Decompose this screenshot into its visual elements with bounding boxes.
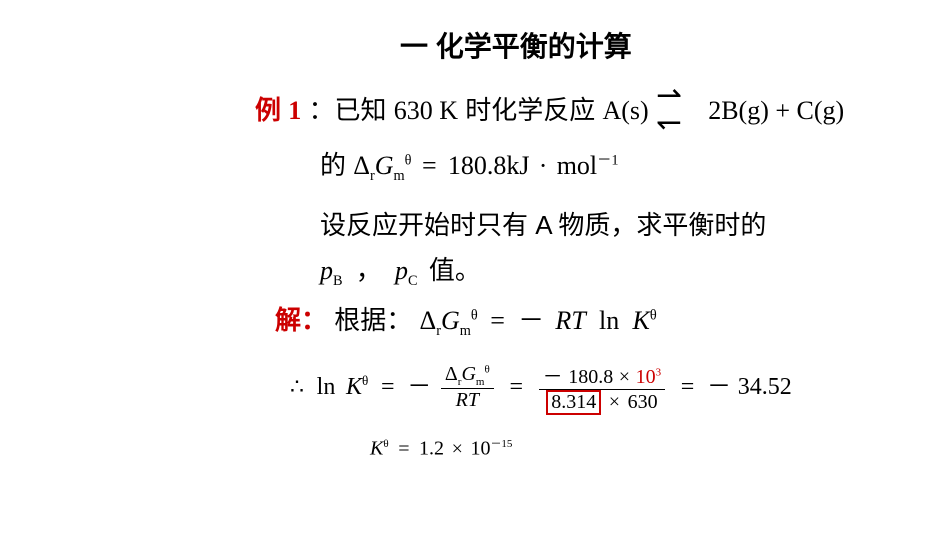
l3-Ktheta: θ xyxy=(383,438,388,450)
eq1-neg: － xyxy=(518,306,544,335)
l3-eq: = xyxy=(398,438,409,460)
eq1-theta: θ xyxy=(471,307,478,323)
dg-dot: · xyxy=(539,151,548,180)
pC-var: p xyxy=(395,256,408,285)
dg-delta: Δ xyxy=(353,151,370,180)
ex-comma: ， xyxy=(356,255,382,285)
f1n-delta: Δ xyxy=(445,363,458,385)
f2n-neg: － xyxy=(543,366,563,388)
solution-line-2: ∴ ln Kθ = － ΔrGmθ RT = － 180.8 × 103 xyxy=(290,360,792,415)
eq1-G: G xyxy=(441,306,460,335)
therefore-icon: ∴ xyxy=(290,374,304,399)
ex-l1-mid: 时化学反应 xyxy=(465,95,595,125)
dg-G: G xyxy=(375,151,394,180)
l3-K: K xyxy=(370,438,383,460)
example-label: 例 1 xyxy=(255,95,308,125)
slide-canvas: 一 化学平衡的计算 例 1 ：已知 630 K 时化学反应 A(s) 2B(g)… xyxy=(0,0,950,535)
equilibrium-arrow-icon xyxy=(656,99,701,125)
eq-lhs: A(s) xyxy=(603,96,649,125)
f2n-exp: 3 xyxy=(656,366,662,378)
f2n-a: 180.8 xyxy=(568,366,613,388)
sol-l1-lead: 根据： xyxy=(334,305,412,335)
example-line-3: 设反应开始时只有 A 物质，求平衡时的 xyxy=(320,205,766,242)
l2-eq1: = xyxy=(381,374,395,400)
f2n-times: × xyxy=(619,366,630,388)
eq1-delta: Δ xyxy=(420,306,437,335)
dg-val: 180.8kJ xyxy=(448,151,530,180)
l2-neg1: － xyxy=(407,374,431,400)
boxed-constant: 8.314 xyxy=(546,390,601,415)
ex-label-prefix: 例 xyxy=(255,95,281,125)
l2-result: 34.52 xyxy=(738,374,792,400)
dg-symbol: ΔrGmθ xyxy=(353,151,418,180)
pB-var: p xyxy=(320,256,333,285)
f1n-theta: θ xyxy=(484,363,489,375)
l3-exp: －15 xyxy=(490,438,512,450)
ex-temp-val: 630 K xyxy=(394,96,458,125)
l3-times: × xyxy=(452,438,463,460)
ex-l3-text: 设反应开始时只有 A 物质，求平衡时的 xyxy=(320,210,766,240)
l2-K: K xyxy=(346,374,362,400)
dg-exp: －1 xyxy=(597,152,618,168)
pC-sub: C xyxy=(408,273,418,289)
l2-eq2: = xyxy=(509,374,523,400)
ex-number: 1 xyxy=(288,96,301,125)
f1n-G: G xyxy=(461,363,475,385)
example-line-1: 例 1 ：已知 630 K 时化学反应 A(s) 2B(g) + C(g) xyxy=(255,90,844,127)
solution-line-1: 解： 根据： ΔrGmθ = － RT ln Kθ xyxy=(275,300,657,340)
page-title: 一 化学平衡的计算 xyxy=(400,25,632,65)
eq1-m: m xyxy=(460,323,471,339)
ex-l4-tail: 值。 xyxy=(429,255,481,285)
dg-theta: θ xyxy=(405,152,412,168)
f2d-times: × xyxy=(609,391,620,413)
l3-b: 10 xyxy=(470,438,490,460)
solution-line-3: Kθ = 1.2 × 10－15 xyxy=(370,435,512,461)
eq1-ln: ln xyxy=(599,306,619,335)
eq1-R: R xyxy=(555,306,571,335)
eq1-T: T xyxy=(571,306,585,335)
dg-eq: = xyxy=(422,151,437,180)
dg-mol: mol xyxy=(557,151,597,180)
l2-eq3: = xyxy=(681,374,695,400)
title-text: 一 化学平衡的计算 xyxy=(400,31,632,62)
fraction-1: ΔrGmθ RT xyxy=(441,363,494,412)
f2d-b: 630 xyxy=(628,391,658,413)
f1n-m: m xyxy=(476,376,485,388)
f1d-T: T xyxy=(468,389,479,411)
pB-sub: B xyxy=(333,273,343,289)
eq1-K: K xyxy=(632,306,649,335)
l3-a: 1.2 xyxy=(419,438,444,460)
ex-temp: 630 K xyxy=(394,95,466,125)
l2-ln: ln xyxy=(317,374,336,400)
eq1-Ktheta: θ xyxy=(650,307,657,323)
solution-label: 解： xyxy=(275,305,327,335)
example-line-2: 的 ΔrGmθ = 180.8kJ · mol－1 xyxy=(320,145,619,185)
f2n-b: 10 xyxy=(636,366,656,388)
eq-rhs: 2B(g) + C(g) xyxy=(708,96,844,125)
f1d-R: R xyxy=(456,389,468,411)
sol-eq1-dg: ΔrGmθ xyxy=(420,306,485,335)
l2-neg2: － xyxy=(707,374,731,400)
ex-l1-prefix: ：已知 xyxy=(308,95,386,125)
fraction-2: － 180.8 × 103 8.314 × 630 xyxy=(539,360,665,415)
l2-Ktheta: θ xyxy=(362,373,368,388)
eq1-eq: = xyxy=(490,306,505,335)
f2d-a: 8.314 xyxy=(551,391,596,413)
ex-l2-prefix: 的 xyxy=(320,150,346,180)
example-line-4: pB ， pC 值。 xyxy=(320,250,481,290)
dg-m: m xyxy=(394,168,405,184)
